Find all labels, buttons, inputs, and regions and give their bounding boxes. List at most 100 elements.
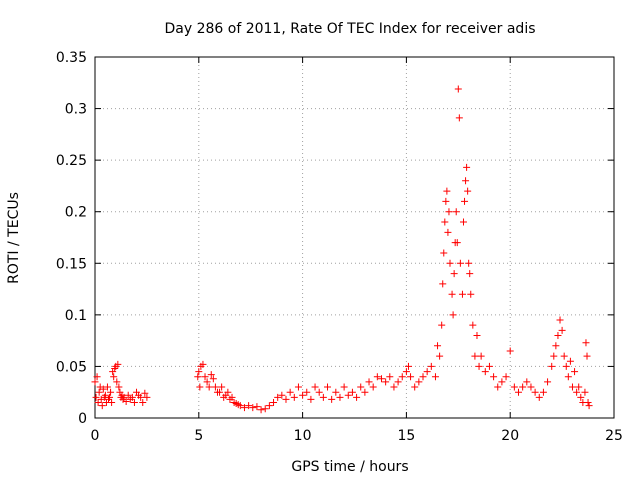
data-point: [365, 378, 373, 386]
data-point: [506, 347, 514, 355]
x-tick-label: 25: [605, 428, 623, 444]
data-point: [143, 393, 151, 401]
data-point: [224, 388, 232, 396]
data-point: [110, 373, 118, 381]
data-point: [459, 218, 467, 226]
y-tick-label: 0.25: [56, 153, 87, 169]
data-point: [439, 280, 447, 288]
data-point: [95, 388, 103, 396]
data-point: [207, 371, 215, 379]
data-point: [194, 373, 202, 381]
data-point: [402, 368, 410, 376]
data-point: [436, 352, 444, 360]
data-point: [265, 402, 273, 410]
data-point: [274, 393, 282, 401]
data-point: [315, 388, 323, 396]
plot-frame: [94, 56, 615, 419]
data-point: [453, 239, 461, 247]
data-point: [377, 375, 385, 383]
data-point: [462, 177, 470, 185]
data-point: [498, 378, 506, 386]
data-point: [361, 388, 369, 396]
data-point: [407, 373, 415, 381]
data-point: [209, 375, 217, 383]
data-point: [467, 290, 475, 298]
axis-ticks: 0 5 10 15 20 25 0 0.05 0.1 0.15 0.2 0.25 0.3 0.35: [56, 50, 623, 444]
data-point: [404, 362, 412, 370]
data-point: [442, 197, 450, 205]
data-point: [469, 321, 477, 329]
data-point: [582, 339, 590, 347]
data-point: [450, 270, 458, 278]
data-point: [556, 316, 564, 324]
data-point: [382, 378, 390, 386]
data-point: [577, 393, 585, 401]
data-point: [336, 393, 344, 401]
data-point: [455, 114, 463, 122]
data-point: [475, 362, 483, 370]
data-point: [257, 406, 265, 414]
data-point: [195, 368, 203, 376]
data-point: [311, 383, 319, 391]
y-tick-label: 0.05: [56, 359, 87, 375]
data-point: [463, 163, 471, 171]
data-point: [552, 342, 560, 350]
data-point: [278, 391, 286, 399]
data-point: [584, 399, 592, 407]
data-point: [270, 399, 278, 407]
data-point: [101, 391, 109, 399]
data-point: [290, 393, 298, 401]
data-point: [571, 368, 579, 376]
data-point: [519, 383, 527, 391]
data-point: [216, 388, 224, 396]
data-point: [419, 373, 427, 381]
y-tick-label: 0.35: [56, 50, 87, 66]
data-point: [332, 388, 340, 396]
data-point: [196, 383, 204, 391]
data-point: [103, 383, 111, 391]
data-point: [398, 373, 406, 381]
data-point: [438, 321, 446, 329]
data-point: [550, 352, 558, 360]
data-point: [115, 383, 123, 391]
data-point: [299, 391, 307, 399]
data-point: [124, 391, 132, 399]
data-point: [531, 388, 539, 396]
data-point: [464, 187, 472, 195]
y-tick-label: 0.15: [56, 256, 87, 272]
chart-title: Day 286 of 2011, Rate Of TEC Index for r…: [164, 21, 535, 37]
data-point: [307, 395, 315, 403]
data-point: [98, 402, 106, 410]
data-point: [564, 373, 572, 381]
data-point: [466, 270, 474, 278]
data-point: [440, 249, 448, 257]
data-point: [523, 378, 531, 386]
data-point: [114, 360, 122, 368]
data-point: [261, 405, 269, 413]
data-point: [137, 393, 145, 401]
data-point: [583, 352, 591, 360]
data-point: [282, 395, 290, 403]
x-tick-label: 15: [397, 428, 415, 444]
data-point: [449, 311, 457, 319]
data-point: [128, 393, 136, 401]
data-points: [91, 85, 593, 414]
y-axis-title: ROTI / TECUs: [6, 192, 22, 284]
x-tick-label: 10: [294, 428, 312, 444]
data-point: [394, 378, 402, 386]
data-point: [91, 378, 99, 386]
data-point: [353, 393, 361, 401]
x-axis-title: GPS time / hours: [291, 459, 408, 475]
data-point: [490, 373, 498, 381]
data-point: [554, 331, 562, 339]
data-point: [527, 383, 535, 391]
data-point: [445, 208, 453, 216]
data-point: [566, 357, 574, 365]
data-point: [471, 352, 479, 360]
data-point: [548, 362, 556, 370]
data-point: [454, 85, 462, 93]
data-point: [369, 383, 377, 391]
data-point: [568, 383, 576, 391]
data-point: [465, 259, 473, 267]
